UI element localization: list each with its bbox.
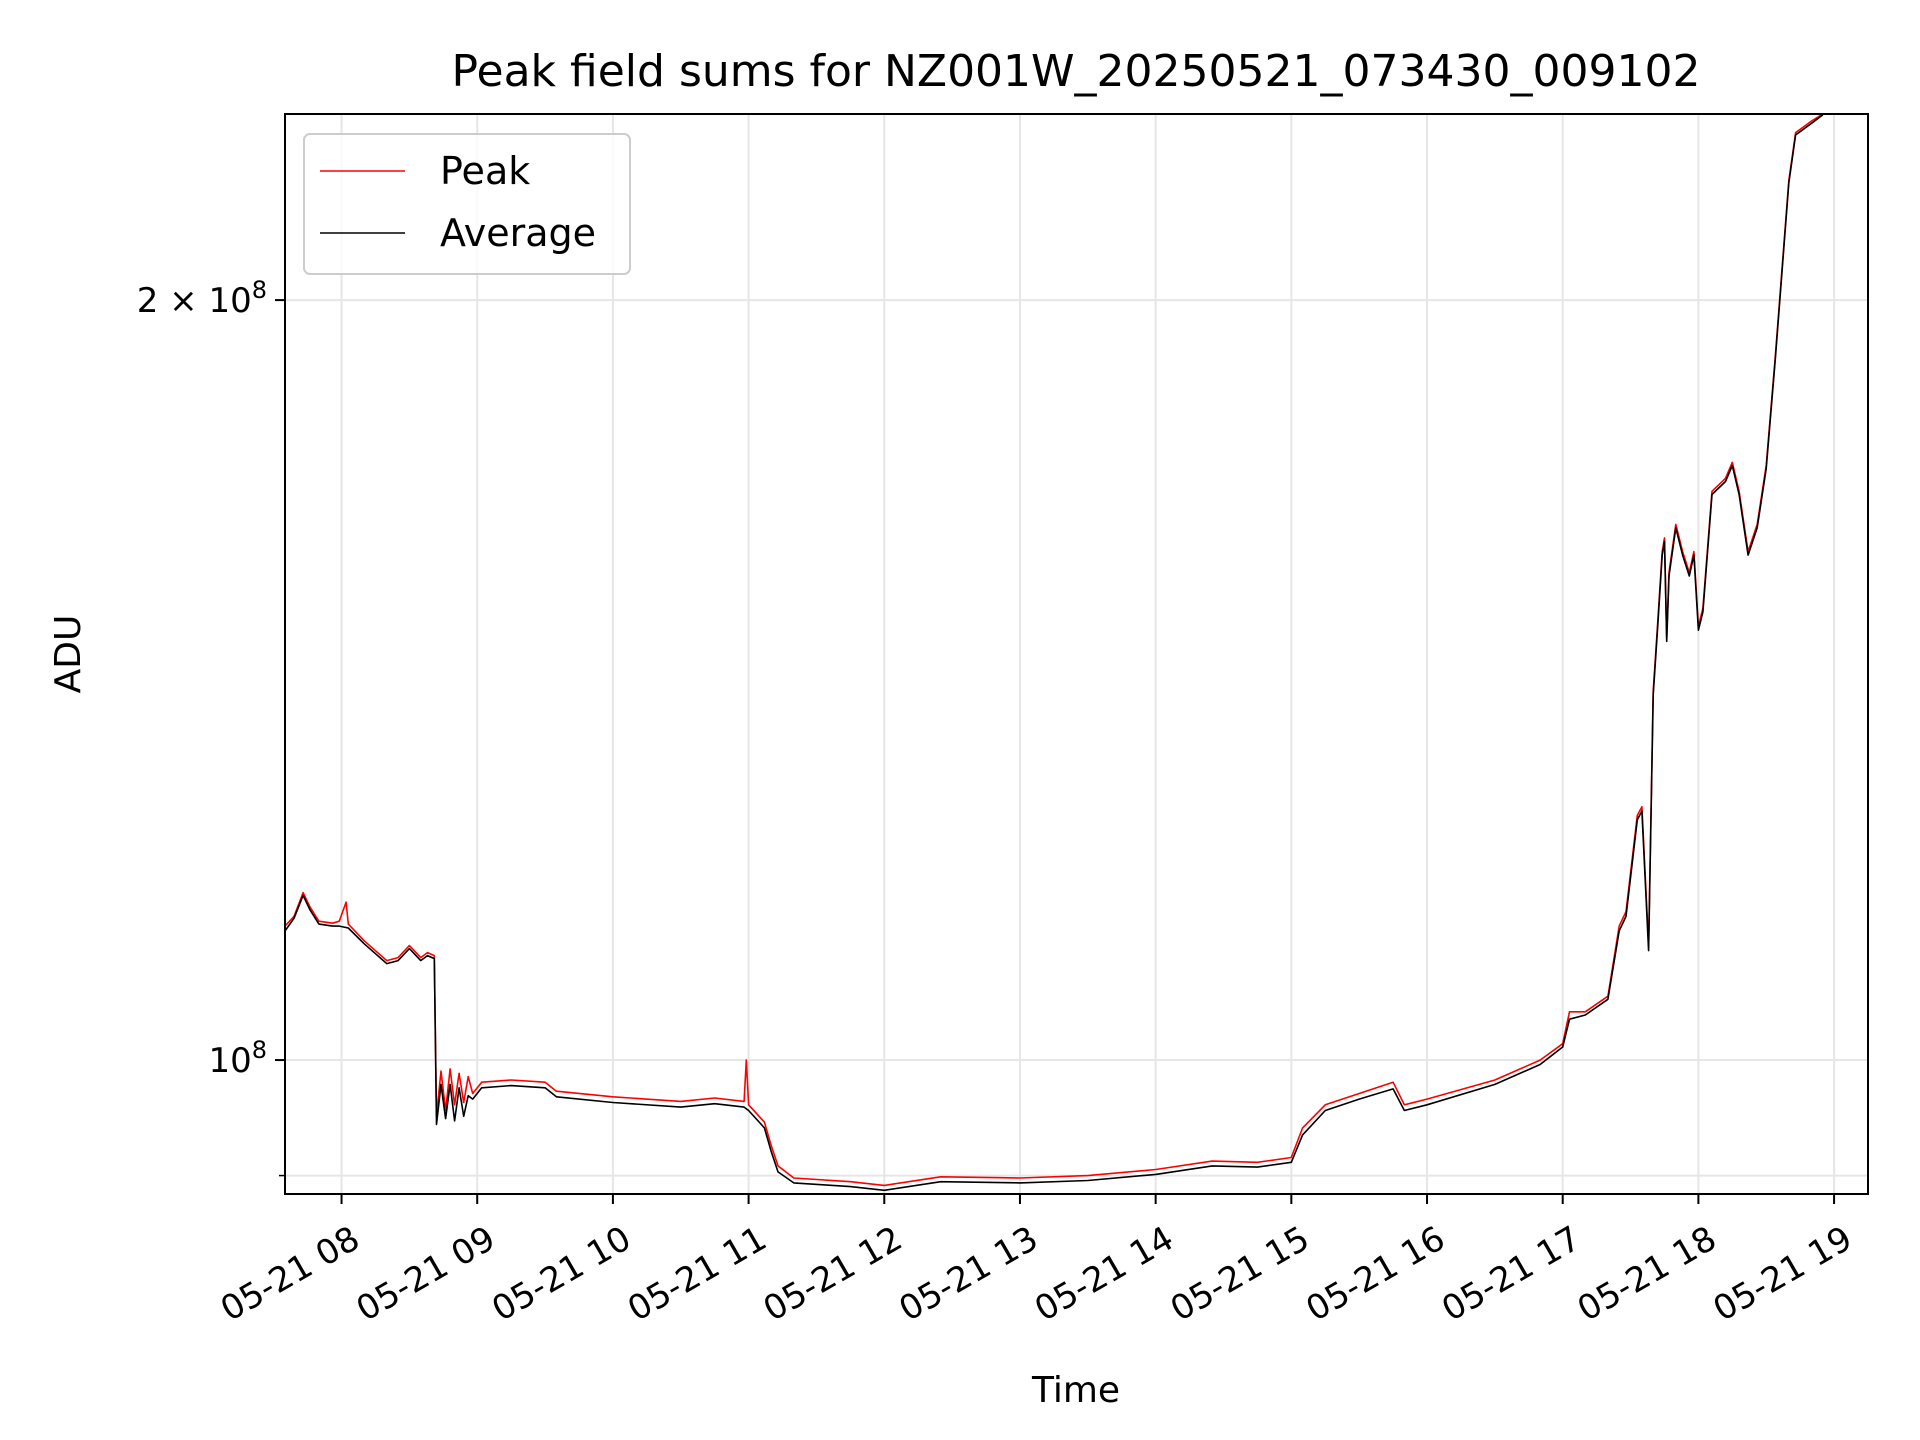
- y-tick-label: 108: [208, 1036, 267, 1081]
- chart-title: Peak field sums for NZ001W_20250521_0734…: [452, 46, 1701, 97]
- y-tick-label: 2 × 108: [137, 276, 267, 321]
- legend-box: [303, 133, 631, 275]
- legend-label-peak: Peak: [440, 149, 530, 193]
- y-axis-label: ADU: [48, 615, 89, 694]
- series-layer: [285, 114, 1824, 1192]
- series-line-average: [285, 114, 1824, 1192]
- legend: Peak Average: [303, 133, 631, 275]
- plot-frame: [284, 113, 1869, 1195]
- legend-label-average: Average: [440, 211, 596, 255]
- grid-layer: [285, 114, 1868, 1194]
- x-axis-label: Time: [1031, 1370, 1120, 1411]
